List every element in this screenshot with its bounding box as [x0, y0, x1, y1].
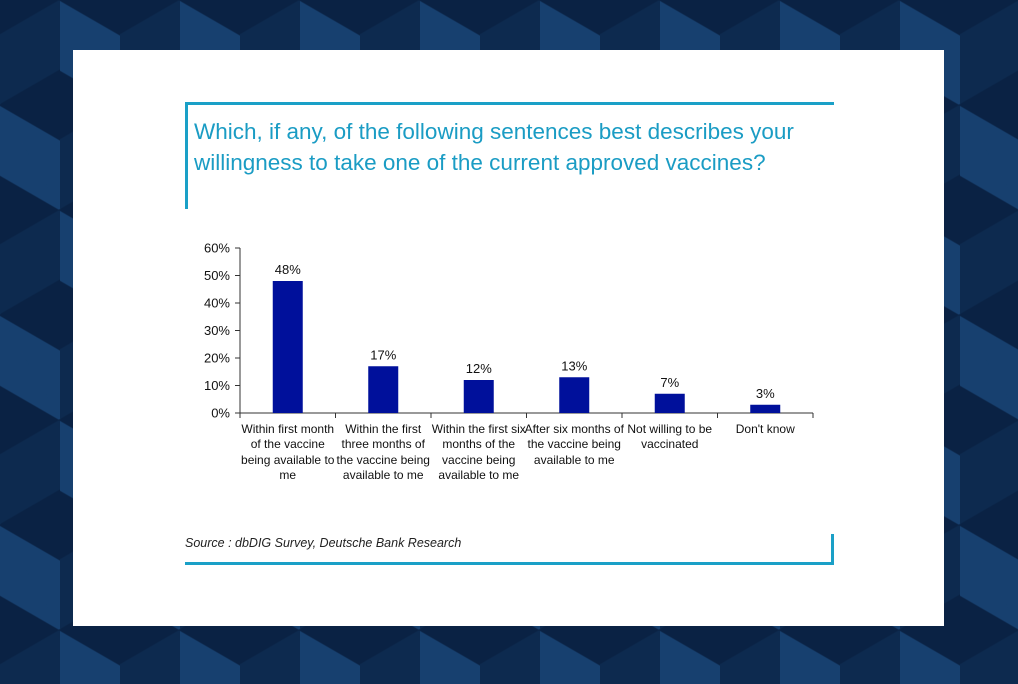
data-label: 7%: [660, 375, 679, 390]
chart-card: Which, if any, of the following sentence…: [73, 50, 944, 626]
x-tick-label: After six months of the vaccine being av…: [524, 422, 624, 467]
data-label: 17%: [370, 347, 396, 362]
source-frame: [185, 534, 834, 565]
bars-group: [272, 281, 781, 413]
x-axis: [239, 412, 814, 418]
y-tick-label: 20%: [204, 351, 230, 366]
x-tick-label: Don't know: [735, 422, 795, 436]
y-tick-label: 40%: [204, 296, 230, 311]
bar-chart: 0% 10% 20% 30% 40% 50% 60% 48% 17% 12% 13% 7% 3%: [204, 241, 814, 421]
bar: [368, 366, 399, 413]
data-label: 3%: [756, 386, 775, 401]
y-axis: 0% 10% 20% 30% 40% 50% 60%: [204, 241, 241, 421]
x-tick-label: Within the first six months of the vacci…: [431, 422, 526, 482]
data-label: 12%: [466, 361, 492, 376]
y-tick-label: 10%: [204, 378, 230, 393]
chart-title: Which, if any, of the following sentence…: [194, 119, 794, 175]
x-tick-label: Within first month of the vaccine being …: [241, 422, 335, 482]
y-tick-label: 30%: [204, 323, 230, 338]
data-labels-group: 48% 17% 12% 13% 7% 3%: [275, 262, 775, 401]
y-tick-label: 60%: [204, 241, 230, 256]
y-tick-label: 50%: [204, 268, 230, 283]
x-tick-label: Within the first three months of the vac…: [336, 422, 430, 482]
source-note: Source : dbDIG Survey, Deutsche Bank Res…: [185, 536, 462, 550]
bar: [272, 281, 303, 413]
bar: [750, 404, 781, 413]
x-tick-label: Not willing to be vaccinated: [627, 422, 713, 452]
bar: [463, 380, 494, 413]
data-label: 48%: [275, 262, 301, 277]
title-frame: [185, 102, 834, 209]
data-label: 13%: [561, 358, 587, 373]
y-tick-label: 0%: [211, 406, 230, 421]
bar: [559, 377, 590, 413]
bar: [654, 393, 685, 413]
